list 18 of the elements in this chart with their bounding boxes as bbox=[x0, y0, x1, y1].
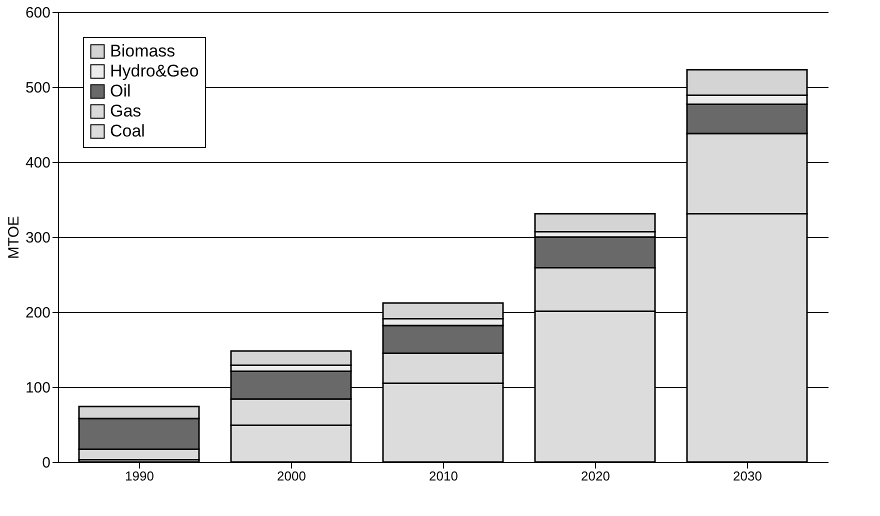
legend-label: Oil bbox=[110, 82, 131, 100]
y-axis-title: MTOE bbox=[5, 216, 22, 260]
x-tick-label: 2010 bbox=[429, 468, 458, 484]
y-tick-label: 500 bbox=[25, 80, 50, 96]
legend-label: Coal bbox=[110, 122, 145, 140]
y-tick-label: 200 bbox=[25, 304, 50, 322]
legend-label: Hydro&Geo bbox=[110, 62, 199, 80]
y-tick-label: 100 bbox=[25, 380, 50, 396]
x-tick-label: 2000 bbox=[277, 468, 306, 484]
x-tick-label: 2030 bbox=[733, 468, 762, 484]
y-tick-label: 300 bbox=[25, 230, 50, 246]
x-tick-label: 2020 bbox=[581, 468, 610, 484]
y-tick-label: 400 bbox=[25, 154, 50, 172]
y-tick-label: 0 bbox=[42, 454, 50, 472]
y-tick-label: 600 bbox=[25, 4, 50, 22]
legend-label: Biomass bbox=[110, 42, 176, 60]
x-tick-label: 1990 bbox=[125, 468, 154, 484]
legend-label: Gas bbox=[110, 102, 142, 120]
